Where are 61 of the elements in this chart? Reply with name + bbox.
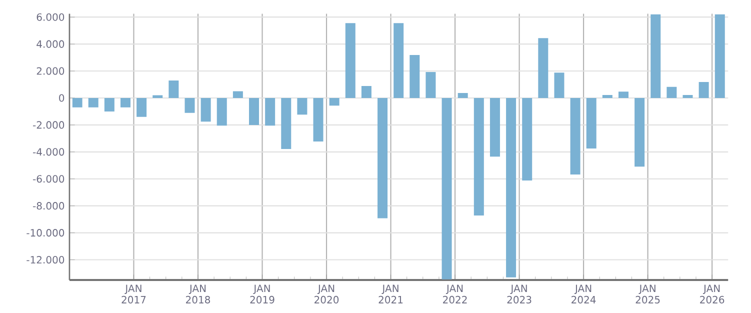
x-tick-label: JAN 2022: [443, 284, 467, 304]
bar: [249, 98, 260, 125]
bar: [698, 82, 709, 98]
bar: [586, 98, 596, 149]
bar: [184, 98, 195, 113]
x-tick-label: JAN 2020: [314, 284, 339, 304]
x-tick-label: JAN 2017: [122, 284, 146, 304]
bar: [666, 86, 677, 98]
bar: [88, 98, 98, 108]
bar: [297, 98, 308, 115]
bar: [168, 80, 179, 98]
bar: [104, 98, 114, 112]
bar: [378, 98, 388, 218]
bar: [361, 86, 372, 98]
x-tick-label: JAN 2018: [186, 284, 210, 304]
bar: [618, 92, 628, 98]
bar: [570, 98, 580, 175]
bar: [426, 72, 436, 98]
x-tick-label: JAN 2026: [700, 284, 724, 304]
y-tick-label: -8.000: [33, 202, 64, 210]
bar: [265, 98, 276, 126]
bar: [714, 14, 725, 98]
y-tick-label: 0: [59, 94, 64, 102]
bar: [602, 95, 612, 98]
y-tick-label: 2.000: [36, 67, 64, 75]
bar: [458, 92, 468, 98]
bar: [634, 98, 645, 167]
bar: [682, 95, 693, 98]
x-tick-label: JAN 2021: [378, 284, 403, 304]
bar: [72, 98, 82, 108]
bar: [490, 98, 500, 157]
bar: [313, 98, 324, 142]
bar: [538, 38, 548, 98]
bar: [120, 98, 130, 108]
x-tick-label: JAN 2023: [507, 284, 532, 304]
y-tick-label: -6.000: [33, 175, 64, 183]
bar: [410, 54, 420, 98]
bar: [329, 98, 340, 106]
y-tick-label: 6.000: [36, 13, 64, 21]
y-tick-label: -2.000: [33, 121, 64, 129]
bar: [442, 98, 452, 280]
x-tick-label: JAN 2025: [636, 284, 660, 304]
bar: [474, 98, 484, 216]
x-tick-label: JAN 2019: [250, 284, 274, 304]
bar: [506, 98, 516, 278]
bar: [136, 98, 147, 117]
bar: [281, 98, 292, 149]
y-tick-label: -4.000: [33, 148, 64, 156]
bar: [650, 14, 661, 98]
bar: [394, 23, 404, 98]
bar: [345, 23, 356, 98]
bar: [152, 95, 163, 98]
bar: [232, 91, 243, 98]
bar: [554, 72, 564, 98]
bar: [522, 98, 532, 180]
x-tick-label: JAN 2024: [572, 284, 596, 304]
y-tick-label: -12.000: [26, 256, 64, 264]
y-tick-label: 4.000: [36, 40, 64, 48]
y-tick-label: -10.000: [26, 229, 64, 237]
bar: [216, 98, 227, 126]
bar: [200, 98, 211, 122]
